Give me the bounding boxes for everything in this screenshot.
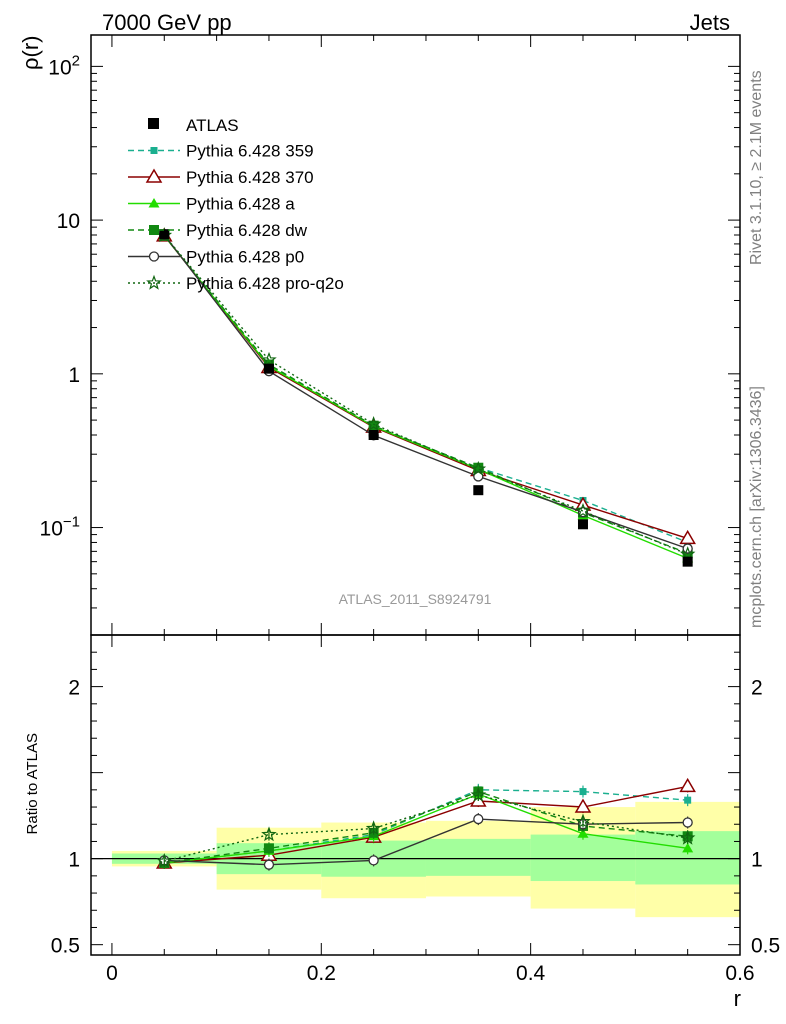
legend-label-5: Pythia 6.428 pro-q2o xyxy=(186,274,344,293)
legend-label-3: Pythia 6.428 dw xyxy=(186,221,308,240)
ratio-ytick-label-right-2: 2 xyxy=(751,677,763,700)
legend-marker-0 xyxy=(150,147,158,154)
legend-marker-3 xyxy=(149,225,159,235)
x-axis-label: r xyxy=(734,986,741,1011)
legend-label-4: Pythia 6.428 p0 xyxy=(186,248,304,267)
axes-frames xyxy=(90,34,741,956)
ratio-ytick-label-right-0: 0.5 xyxy=(751,935,780,958)
main-point-4-4 xyxy=(577,506,589,518)
mcplots-label: mcplots.cern.ch [arXiv:1306.3436] xyxy=(748,386,765,628)
main-point-3-3 xyxy=(473,462,484,473)
ratio-bands xyxy=(91,801,740,918)
legend-marker-1 xyxy=(145,168,163,183)
tick-labels: 10−1 1 10 102 0.5 0.5 1 1 2 2 0 0.2 0.4 0.6 xyxy=(40,52,781,985)
atlas-point-3 xyxy=(473,485,484,496)
ratio-point-5-3 xyxy=(470,786,487,802)
ratio-point-0-4 xyxy=(579,788,587,796)
main-line-2 xyxy=(163,235,688,560)
ratio-frame xyxy=(90,634,741,956)
main-ylabel: ρ(r) xyxy=(18,36,43,71)
atlas-point-5 xyxy=(682,556,693,567)
ratio-ytick-label-left-2: 2 xyxy=(68,677,80,700)
ratio-point-4-1 xyxy=(263,859,275,870)
main-point-3-2 xyxy=(368,420,379,431)
ratio-point-2-5 xyxy=(682,842,694,853)
ratio-series xyxy=(155,777,696,871)
main-point-5-3 xyxy=(470,460,487,476)
main-point-1-5 xyxy=(679,529,696,545)
ratio-line-1 xyxy=(164,785,688,864)
ratio-line-3 xyxy=(164,790,688,864)
ratio-point-1-4 xyxy=(574,798,592,813)
ratio-point-5-4 xyxy=(575,813,591,829)
main-ytick-label-1: 1 xyxy=(68,364,80,387)
legend-marker-atlas xyxy=(148,118,159,129)
xtick-label-1: 0.2 xyxy=(307,962,336,985)
ratio-point-4-3 xyxy=(473,813,484,825)
legend-label-1: Pythia 6.428 370 xyxy=(186,168,314,187)
header-right: Jets xyxy=(690,10,730,35)
band-inner-4 xyxy=(530,834,636,882)
ratio-point-4-5 xyxy=(682,817,693,828)
band-inner-3 xyxy=(425,838,531,876)
main-line-3 xyxy=(163,235,688,554)
ratio-point-5-5 xyxy=(679,829,696,845)
analysis-annotation: ATLAS_2011_S8924791 xyxy=(339,591,492,607)
ratio-ytick-label-left-0: 0.5 xyxy=(51,935,80,958)
header-left: 7000 GeV pp xyxy=(102,10,232,35)
ratio-ylabel: Ratio to ATLAS xyxy=(24,733,41,834)
ratio-line-5 xyxy=(164,794,688,862)
main-point-5-4 xyxy=(575,502,591,518)
xtick-label-3: 0.6 xyxy=(725,962,754,985)
atlas-point-0 xyxy=(159,229,170,240)
ratio-point-5-1 xyxy=(261,826,277,842)
ratio-point-5-0 xyxy=(156,852,173,868)
main-ytick-label-3: 102 xyxy=(48,52,80,79)
ratio-point-5-2 xyxy=(365,820,382,836)
ratio-point-3-1 xyxy=(263,843,274,854)
legend-label-0: Pythia 6.428 359 xyxy=(186,142,314,161)
ratio-point-0-5 xyxy=(684,796,692,804)
main-data-points xyxy=(159,229,693,567)
atlas-point-4 xyxy=(577,519,588,530)
legend-marker-2 xyxy=(148,198,160,208)
rivet-version-label: Rivet 3.1.10, ≥ 2.1M events xyxy=(748,70,765,265)
legend-marker-4 xyxy=(148,251,160,262)
main-ytick-label-0: 10−1 xyxy=(40,514,80,541)
main-point-5-2 xyxy=(365,415,382,431)
ratio-point-1-5 xyxy=(679,777,696,793)
main-point-5-1 xyxy=(261,351,277,367)
legend: ATLAS Pythia 6.428 359 Pythia 6.428 370 Pyt… xyxy=(128,116,344,293)
xtick-label-2: 0.4 xyxy=(516,962,546,985)
ratio-line-2 xyxy=(164,793,688,864)
legend-label-2: Pythia 6.428 a xyxy=(186,195,295,214)
atlas-point-2 xyxy=(368,430,379,440)
main-ytick-label-2: 10 xyxy=(57,210,80,233)
ratio-ytick-label-left-1: 1 xyxy=(68,849,80,872)
atlas-point-1 xyxy=(263,363,274,374)
ratio-line-4 xyxy=(164,818,688,866)
legend-label-atlas: ATLAS xyxy=(186,116,239,135)
xtick-label-0: 0 xyxy=(106,962,118,985)
ratio-point-2-4 xyxy=(577,828,589,838)
main-line-5 xyxy=(163,234,688,555)
ratio-point-4-2 xyxy=(368,855,379,866)
ratio-ytick-label-right-1: 1 xyxy=(751,849,763,872)
legend-marker-5 xyxy=(146,274,162,290)
